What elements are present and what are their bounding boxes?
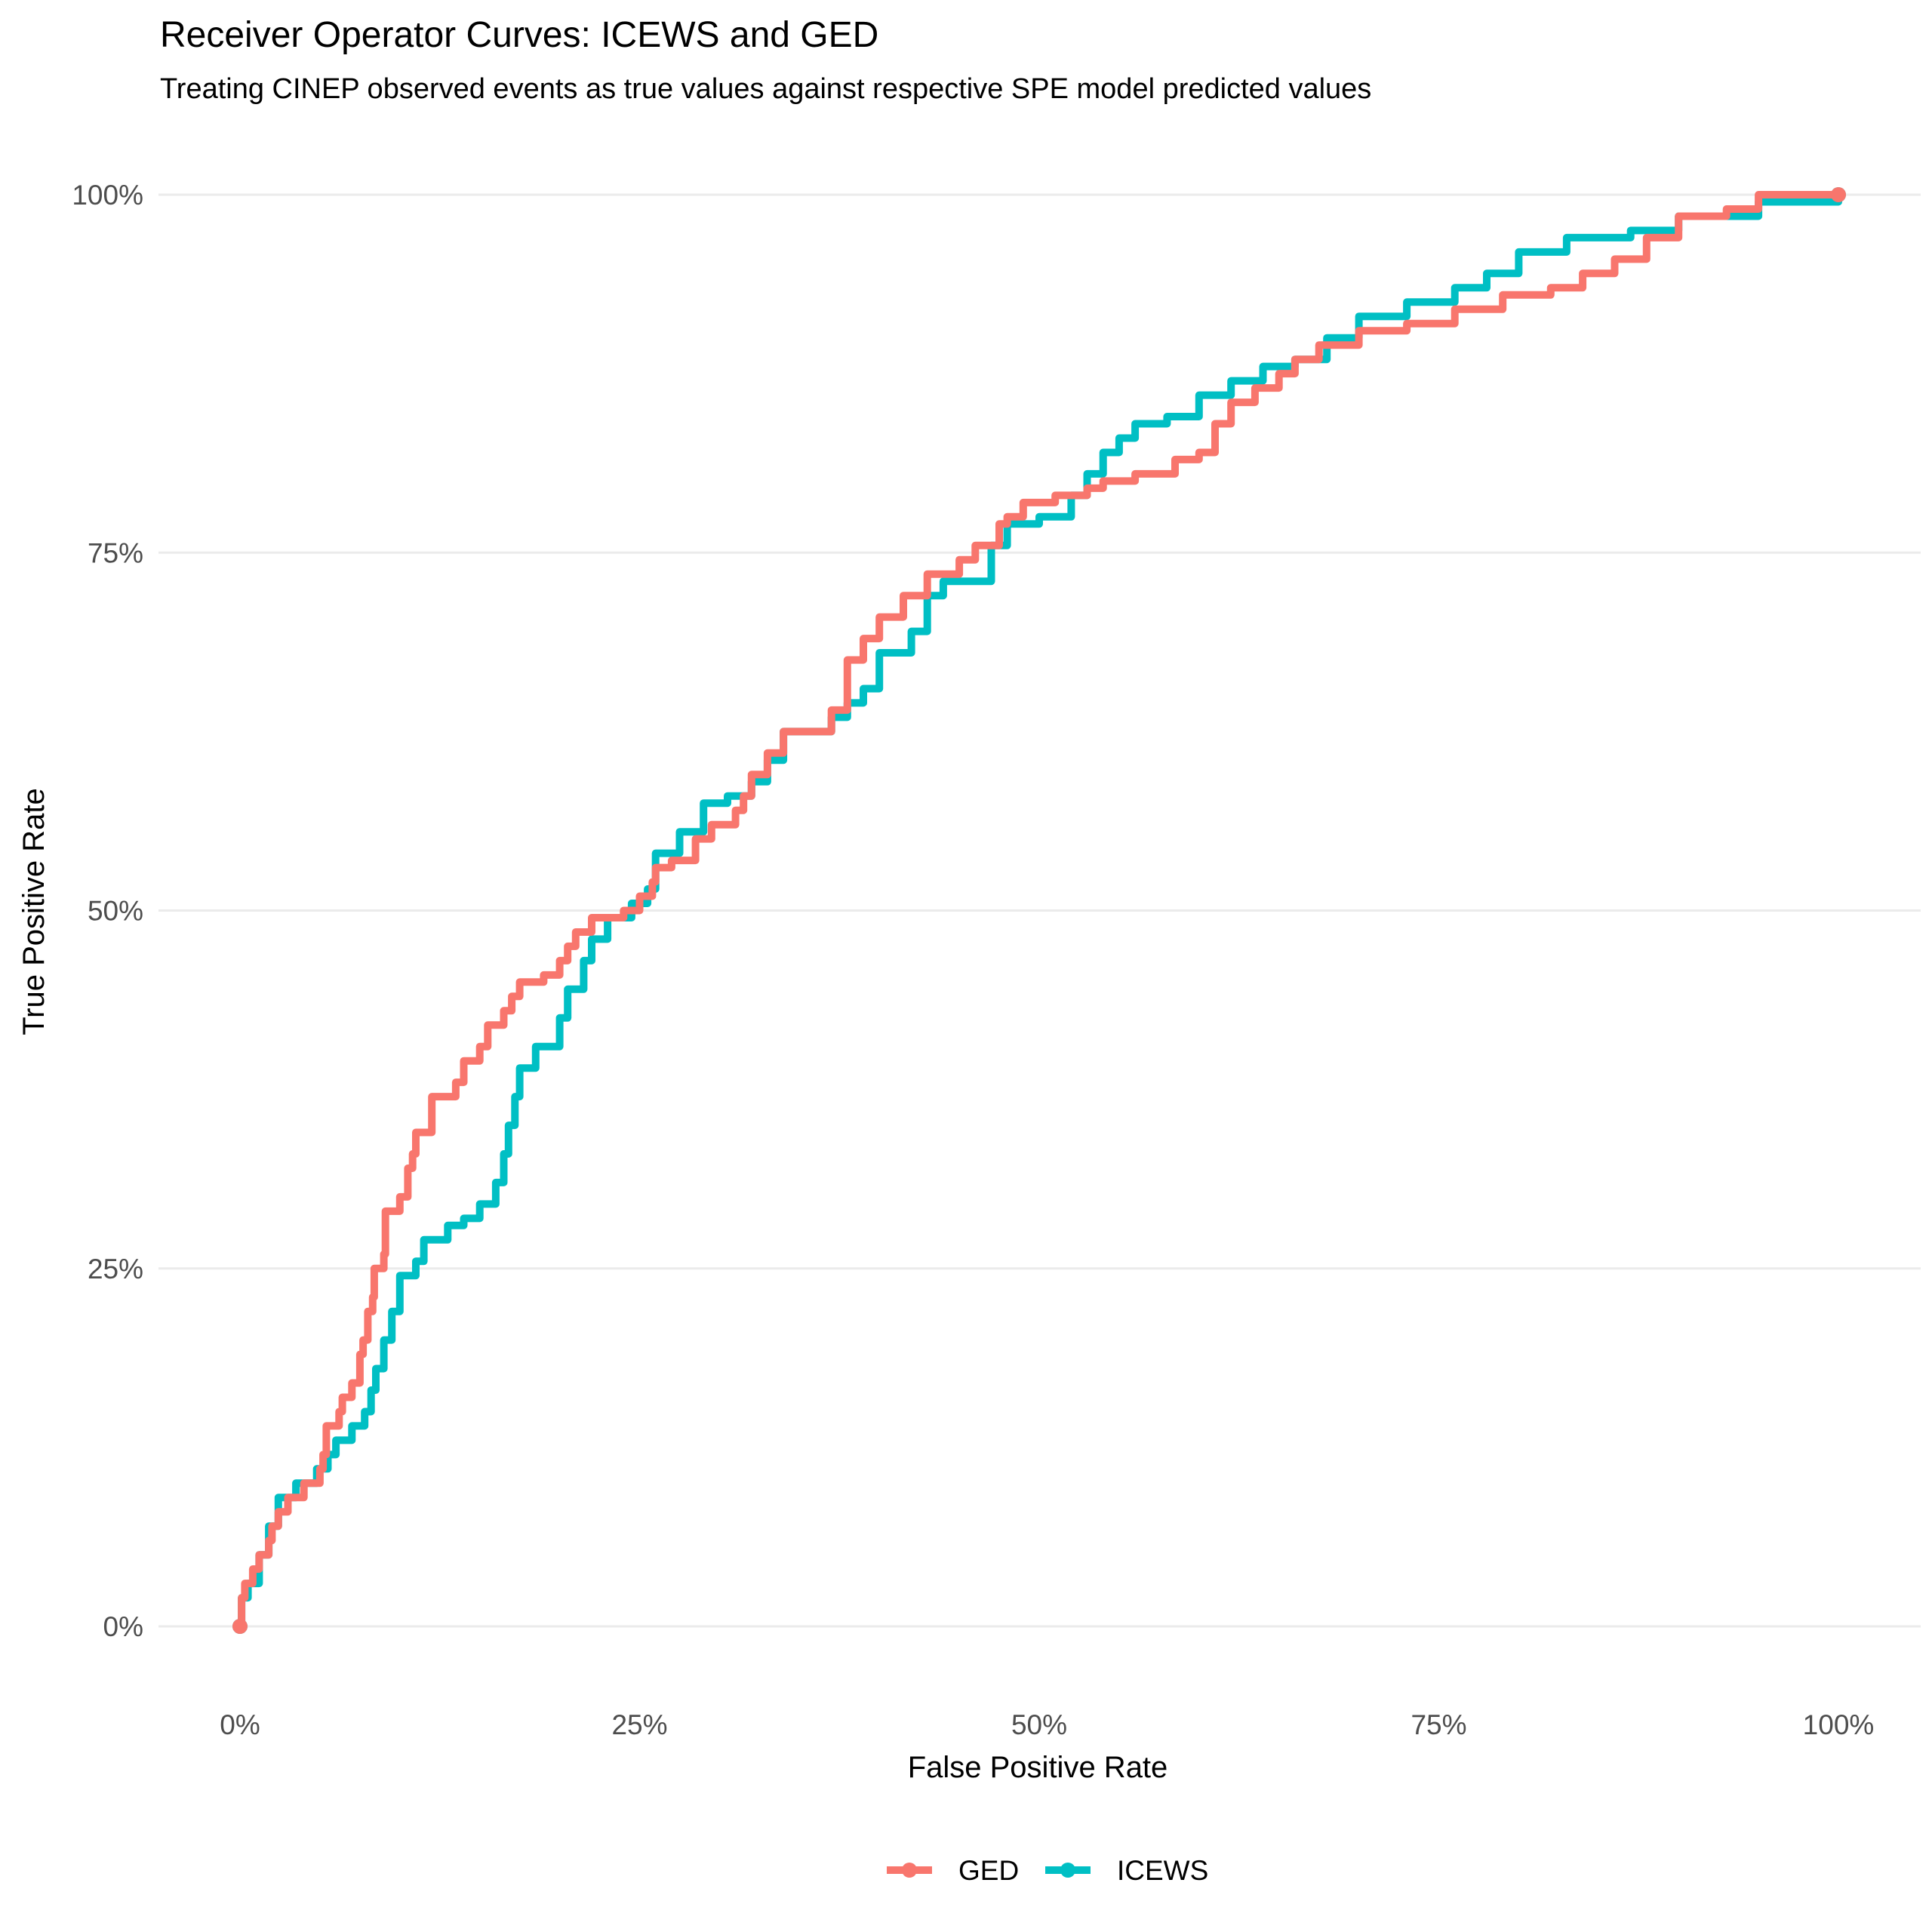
gridlines (158, 193, 1921, 1628)
x-tick-label: 75% (1411, 1709, 1466, 1740)
legend-label: ICEWS (1117, 1855, 1208, 1886)
x-tick-label: 100% (1803, 1709, 1875, 1740)
x-tick-label: 25% (611, 1709, 667, 1740)
series-point-ged (1831, 187, 1846, 202)
y-axis-title: True Positive Rate (17, 788, 51, 1035)
legend-key-point (1060, 1863, 1075, 1878)
y-axis-tick-labels: 0% 25% 50% 75% 100% (72, 180, 143, 1642)
y-tick-label: 0% (103, 1611, 143, 1642)
legend-label: GED (958, 1855, 1019, 1886)
legend-key-point (902, 1863, 917, 1878)
y-tick-label: 25% (88, 1254, 143, 1284)
chart-title: Receiver Operator Curves: ICEWS and GED (160, 15, 878, 55)
chart-subtitle: Treating CINEP observed events as true v… (160, 73, 1371, 105)
y-tick-label: 100% (72, 180, 143, 211)
series-line-icews (236, 191, 1842, 1630)
series-point-ged (232, 1619, 248, 1634)
x-axis-tick-labels: 0% 25% 50% 75% 100% (220, 1709, 1874, 1740)
series-lines (232, 187, 1846, 1634)
x-tick-label: 50% (1011, 1709, 1067, 1740)
x-axis-title: False Positive Rate (908, 1751, 1168, 1784)
x-tick-label: 0% (220, 1709, 260, 1740)
legend: GED ICEWS (887, 1855, 1208, 1886)
series-line-ged (236, 191, 1842, 1630)
y-tick-label: 50% (88, 896, 143, 927)
y-tick-label: 75% (88, 537, 143, 568)
